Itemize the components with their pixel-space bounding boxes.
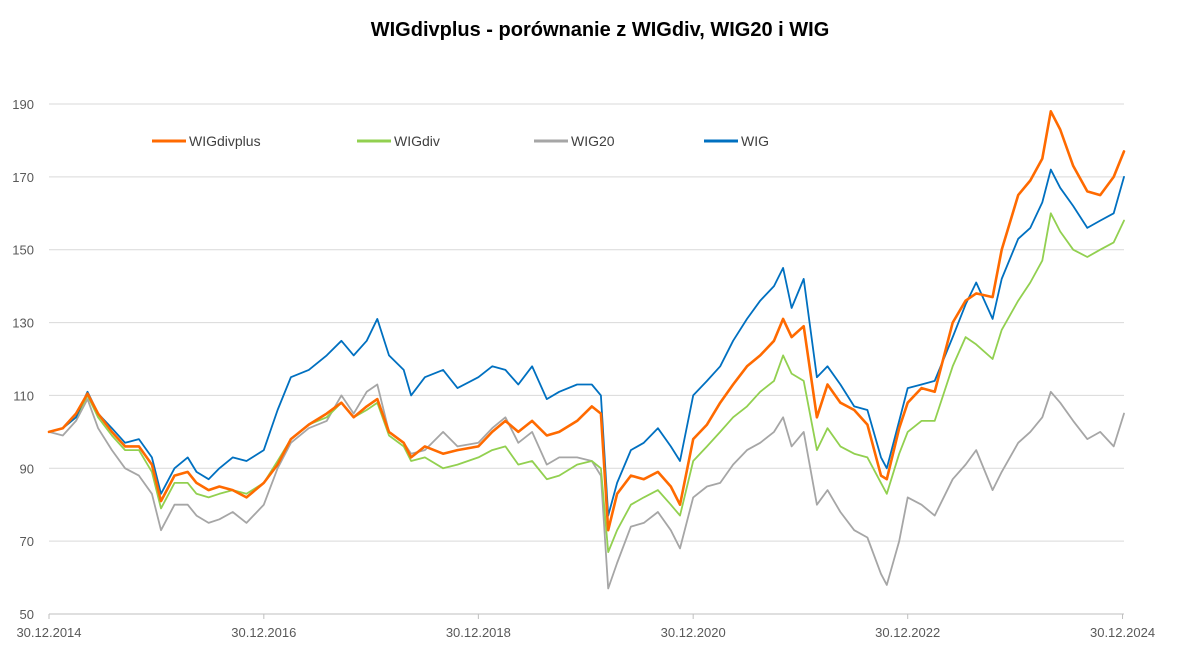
x-tick-label: 30.12.2024	[1090, 625, 1155, 640]
x-tick-label: 30.12.2022	[875, 625, 940, 640]
y-tick-label: 170	[12, 170, 34, 185]
x-tick-label: 30.12.2014	[16, 625, 81, 640]
y-tick-label: 150	[12, 243, 34, 258]
gridlines	[49, 103, 1124, 542]
x-axis: 30.12.2014 30.12.2016 30.12.2018 30.12.2020…	[16, 613, 1155, 640]
series-line-wig20	[48, 383, 1125, 590]
series-line-wigdivplus	[47, 110, 1126, 532]
chart-title: WIGdivplus - porównanie z WIGdiv, WIG20 …	[371, 19, 830, 41]
y-tick-label: 110	[13, 388, 34, 403]
legend-label-wig: WIG	[741, 133, 769, 149]
x-tick-label: 30.12.2018	[446, 625, 511, 640]
y-axis: 50 70 90 110 130 150 170 190	[12, 97, 34, 622]
y-tick-label: 130	[12, 316, 34, 331]
y-tick-label: 90	[20, 461, 34, 476]
y-tick-label: 190	[12, 97, 34, 112]
series-line-wigdiv	[48, 212, 1125, 553]
legend-label-wigdivplus: WIGdivplus	[189, 133, 261, 149]
y-tick-label: 70	[20, 534, 34, 549]
legend: WIGdivplus WIGdiv WIG20 WIG	[152, 133, 769, 149]
x-tick-label: 30.12.2020	[661, 625, 726, 640]
legend-label-wig20: WIG20	[571, 133, 615, 149]
y-tick-label: 50	[20, 607, 34, 622]
plot-area	[47, 110, 1126, 590]
legend-label-wigdiv: WIGdiv	[394, 133, 440, 149]
x-tick-label: 30.12.2016	[231, 625, 296, 640]
